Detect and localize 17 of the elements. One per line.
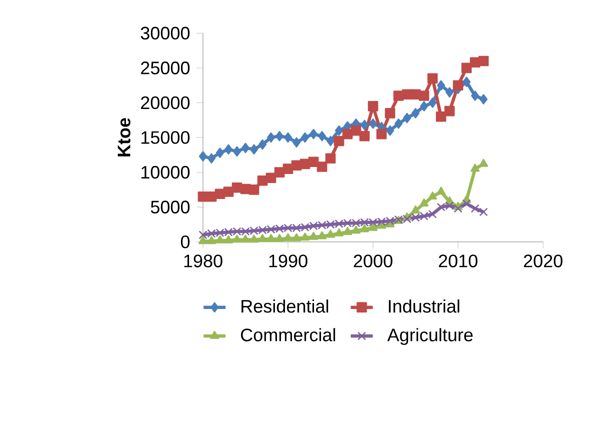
legend-label: Industrial [388,299,460,313]
legend-label: Residential [242,299,328,313]
y-tick-label: 10000 [141,166,190,179]
x-tick-label: 2020 [524,254,562,268]
x-tick-label: 1990 [269,254,308,268]
y-tick-label: 15000 [141,131,190,144]
y-tick-label: 5000 [150,200,190,214]
y-tick-label: 0 [180,235,190,248]
y-tick-label: 25000 [141,62,190,74]
x-tick-label: 2010 [438,254,478,268]
x-tick-label: 1980 [184,254,222,268]
legend-label: Commercial [240,328,336,342]
y-tick-label: 20000 [141,96,190,110]
y-axis-title: Ktoe [118,118,130,156]
y-tick-label: 30000 [140,26,190,40]
x-tick-label: 2000 [354,254,392,268]
legend-label: Agriculture [387,328,473,345]
